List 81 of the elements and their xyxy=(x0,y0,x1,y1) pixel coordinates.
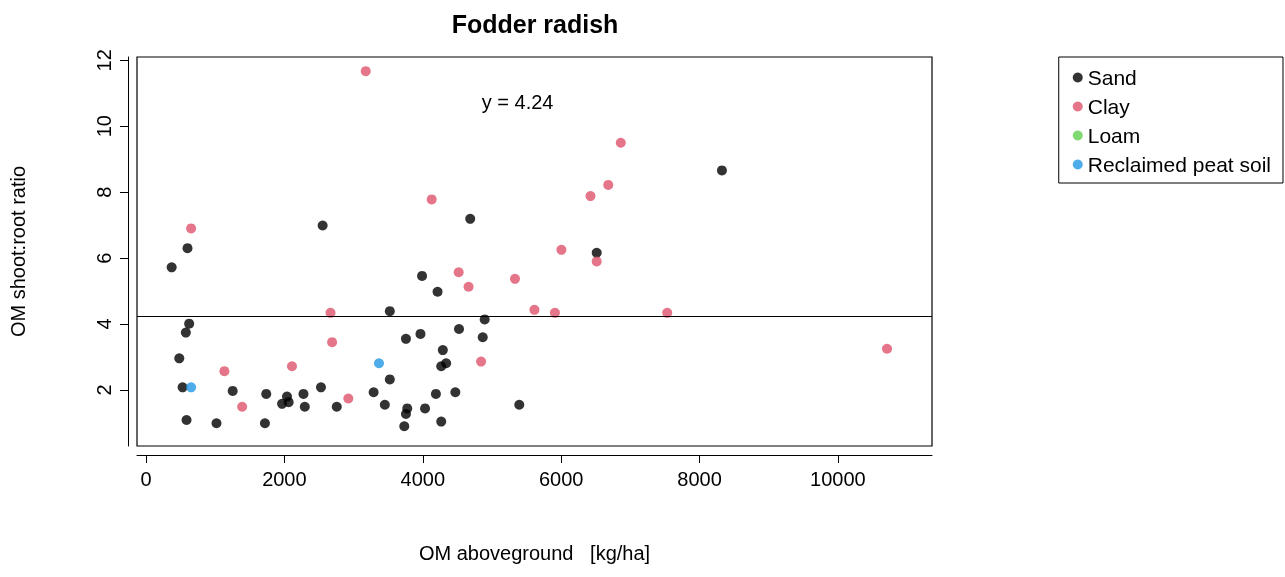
point xyxy=(181,414,192,425)
point xyxy=(454,323,465,334)
point xyxy=(287,361,297,372)
point xyxy=(432,286,443,297)
chart-title: Fodder radish xyxy=(451,9,619,38)
point xyxy=(463,281,474,292)
legend-label: Sand xyxy=(1087,66,1137,89)
point xyxy=(360,66,371,77)
point xyxy=(186,382,197,393)
x-tick-label: 2000 xyxy=(262,468,307,490)
point xyxy=(259,418,270,429)
y-tick-label: 10 xyxy=(93,115,115,138)
y-tick-label: 12 xyxy=(93,49,115,72)
x-tick-label: 6000 xyxy=(538,468,584,490)
y-tick-label: 2 xyxy=(93,384,115,396)
point xyxy=(417,270,428,281)
point xyxy=(436,416,447,427)
point xyxy=(182,243,193,254)
point xyxy=(298,388,309,399)
point xyxy=(591,256,602,267)
point xyxy=(556,244,567,255)
point xyxy=(331,401,342,412)
legend-label: Clay xyxy=(1087,95,1131,118)
y-tick-label: 8 xyxy=(93,186,115,198)
x-tick-label: 8000 xyxy=(677,468,722,490)
point xyxy=(343,393,354,404)
point xyxy=(237,401,248,412)
point xyxy=(529,304,540,315)
point xyxy=(384,306,395,317)
point xyxy=(615,137,626,148)
point xyxy=(400,333,411,344)
point xyxy=(450,387,461,398)
point xyxy=(465,213,476,224)
point xyxy=(219,366,230,377)
point xyxy=(426,194,437,205)
point xyxy=(283,397,294,408)
point xyxy=(882,343,893,354)
point xyxy=(368,387,379,398)
x-axis-title: OM aboveground [kg/ha] xyxy=(418,542,651,564)
point xyxy=(373,358,384,369)
point xyxy=(420,403,431,414)
point xyxy=(261,388,272,399)
x-tick-label: 0 xyxy=(140,468,152,490)
y-tick-label: 6 xyxy=(93,252,115,264)
point xyxy=(399,421,410,432)
legend-label: Loam xyxy=(1087,124,1141,147)
point xyxy=(211,418,222,429)
point xyxy=(315,382,326,393)
point xyxy=(174,353,185,364)
point xyxy=(549,307,560,318)
point xyxy=(476,356,487,367)
x-tick-label: 10000 xyxy=(810,468,866,490)
point xyxy=(662,307,673,318)
point xyxy=(180,327,191,338)
point xyxy=(317,220,328,231)
point xyxy=(227,385,238,396)
point xyxy=(603,179,614,190)
point xyxy=(441,358,452,369)
legend-label: Reclaimed peat soil xyxy=(1087,153,1272,176)
point xyxy=(379,399,390,410)
point xyxy=(514,399,525,410)
point xyxy=(510,273,520,284)
annotation: y = 4.24 xyxy=(481,91,554,113)
point xyxy=(585,191,596,202)
point xyxy=(299,401,310,412)
point xyxy=(591,247,602,258)
point xyxy=(384,374,395,385)
y-axis-title: OM shoot:root ratio xyxy=(7,165,29,338)
point xyxy=(186,223,197,234)
point xyxy=(327,337,338,348)
x-tick-label: 4000 xyxy=(400,468,446,490)
y-tick-label: 4 xyxy=(93,318,115,330)
point xyxy=(477,332,488,343)
point xyxy=(415,328,426,339)
point xyxy=(437,345,448,356)
point xyxy=(400,409,411,420)
point xyxy=(716,165,727,176)
point xyxy=(166,262,177,273)
point xyxy=(184,318,195,329)
point xyxy=(453,267,464,278)
point xyxy=(430,388,441,399)
